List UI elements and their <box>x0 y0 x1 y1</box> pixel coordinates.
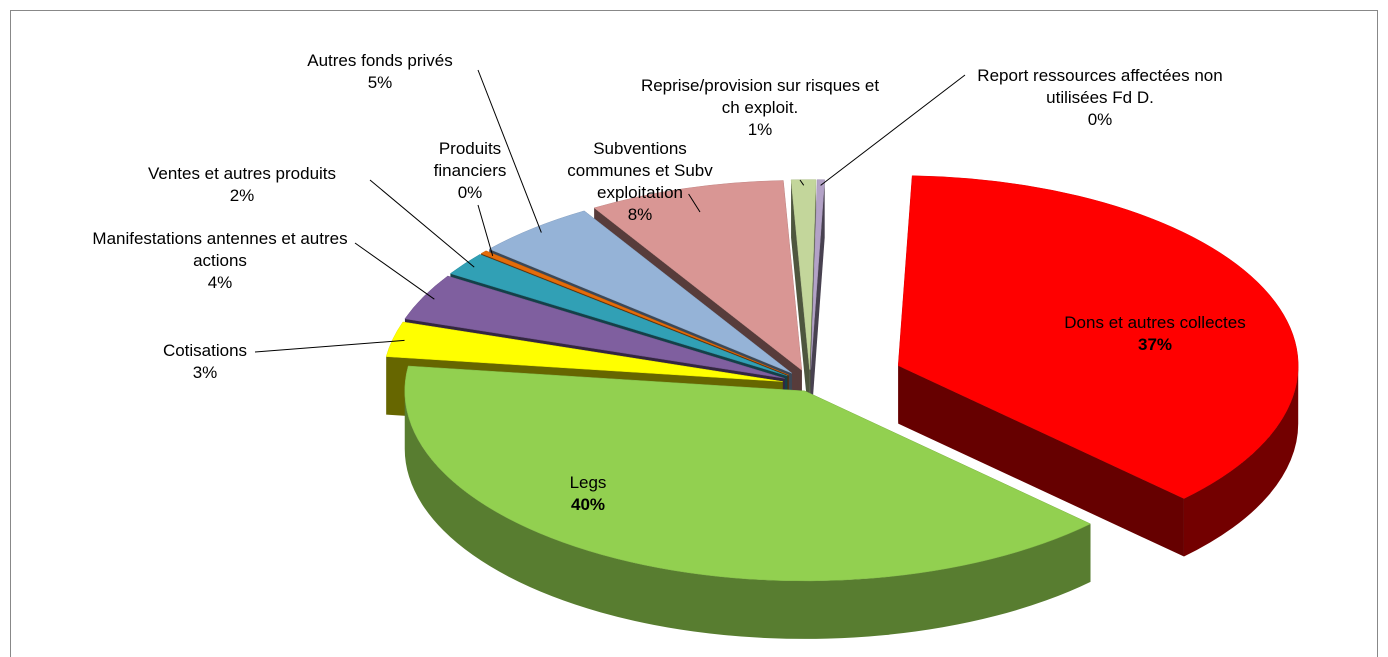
label-value: 37% <box>1137 335 1173 354</box>
label-value: 8% <box>627 205 653 224</box>
label-name: Subventions communes et Subv exploitatio… <box>567 139 713 202</box>
slice-wall <box>404 390 1091 639</box>
leader-line <box>369 179 475 268</box>
leader-line <box>354 242 435 300</box>
slice <box>790 179 817 370</box>
slice <box>404 275 785 379</box>
data-label: Produits financiers 0% <box>415 138 525 204</box>
data-label: Autres fonds privés 5% <box>255 50 505 94</box>
label-value: 4% <box>207 273 233 292</box>
leader-line <box>688 193 701 213</box>
label-name: Legs <box>569 473 607 492</box>
slice <box>480 250 789 376</box>
leader-line <box>477 69 542 233</box>
label-value: 0% <box>1087 110 1113 129</box>
slice <box>449 254 788 377</box>
slice-side <box>810 179 825 428</box>
label-value: 3% <box>192 363 218 382</box>
data-label: Report ressources affectées non utilisée… <box>955 65 1245 131</box>
data-label: Ventes et autres produits 2% <box>92 163 392 207</box>
label-name: Ventes et autres produits <box>147 164 337 183</box>
label-name: Dons et autres collectes <box>1064 313 1246 332</box>
leader-line <box>820 74 966 186</box>
label-value: 40% <box>570 495 606 514</box>
label-name: Report ressources affectées non utilisée… <box>977 66 1223 107</box>
leader-line <box>254 339 405 353</box>
slice <box>385 321 783 382</box>
data-label: Cotisations 3% <box>125 340 285 384</box>
slice <box>593 180 803 371</box>
label-value: 0% <box>457 183 483 202</box>
slice-wall <box>1183 365 1299 557</box>
data-label: Dons et autres collectes 37% <box>1025 312 1285 356</box>
slice <box>404 365 1092 582</box>
data-label: Reprise/provision sur risques et ch expl… <box>640 75 880 141</box>
label-name: Cotisations <box>162 341 248 360</box>
label-name: Autres fonds privés <box>307 51 453 70</box>
data-label: Legs 40% <box>528 472 648 516</box>
label-name: Produits financiers <box>433 139 507 180</box>
label-value: 5% <box>367 73 393 92</box>
label-value: 2% <box>229 186 255 205</box>
slice <box>810 179 825 370</box>
leader-line <box>799 179 805 186</box>
data-label: Subventions communes et Subv exploitatio… <box>555 138 725 226</box>
slice <box>897 175 1299 499</box>
leader-line <box>477 204 494 257</box>
slice-side <box>898 365 1184 557</box>
chart-border <box>10 10 1378 657</box>
label-value: 1% <box>747 120 773 139</box>
label-name: Reprise/provision sur risques et ch expl… <box>640 76 880 117</box>
slice <box>488 210 793 374</box>
data-label: Manifestations antennes et autres action… <box>75 228 365 294</box>
label-name: Manifestations antennes et autres action… <box>92 229 348 270</box>
slice-side <box>791 179 810 428</box>
